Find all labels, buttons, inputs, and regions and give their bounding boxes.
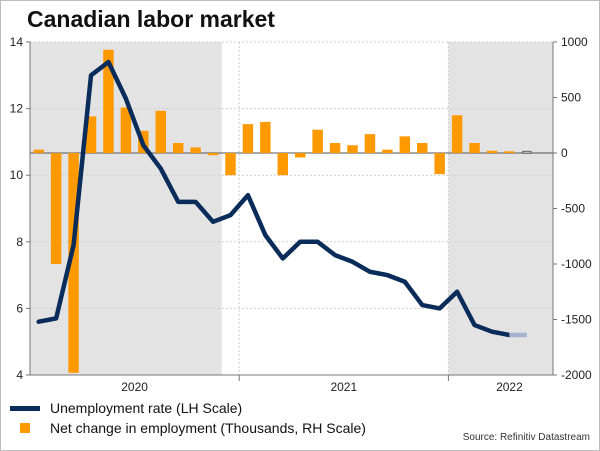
employment-bar <box>225 153 236 176</box>
legend-item-employment: Net change in employment (Thousands, RH … <box>10 418 366 438</box>
bar-layer <box>33 49 532 373</box>
left-tick-label: 8 <box>16 235 23 249</box>
employment-bar <box>68 153 79 373</box>
employment-bar <box>33 149 44 153</box>
x-tick-label: 2021 <box>330 380 357 394</box>
legend: Unemployment rate (LH Scale) Net change … <box>10 398 366 438</box>
x-tick-label: 2020 <box>121 380 148 394</box>
legend-label-employment: Net change in employment (Thousands, RH … <box>50 420 366 436</box>
left-tick-label: 6 <box>16 301 23 315</box>
legend-bar-swatch <box>20 423 30 433</box>
right-tick-label: -500 <box>561 202 585 216</box>
employment-bar <box>155 110 166 153</box>
employment-bar <box>486 150 498 153</box>
employment-bar <box>85 116 97 153</box>
employment-bar <box>451 115 463 153</box>
right-tick-label: 1000 <box>561 35 588 49</box>
employment-bar <box>312 129 323 153</box>
right-tick-label: -2000 <box>561 368 592 382</box>
x-tick-label: 2022 <box>496 380 523 394</box>
employment-bar <box>207 153 219 156</box>
employment-bar <box>190 147 201 153</box>
legend-label-unemployment: Unemployment rate (LH Scale) <box>50 400 243 416</box>
employment-bar <box>294 153 306 158</box>
chart-title: Canadian labor market <box>27 6 275 32</box>
employment-bar <box>399 136 411 153</box>
legend-item-unemployment: Unemployment rate (LH Scale) <box>10 398 366 418</box>
employment-bar <box>382 149 393 153</box>
right-tick-label: -1500 <box>561 313 592 327</box>
employment-bar <box>434 153 445 175</box>
employment-bar <box>103 49 114 153</box>
employment-bar-latest <box>522 150 532 154</box>
line-layer <box>36 59 527 338</box>
employment-bar <box>120 107 132 153</box>
right-tick-label: -1000 <box>561 257 592 271</box>
left-tick-label: 4 <box>16 368 23 382</box>
employment-bar <box>260 121 271 153</box>
left-tick-label: 14 <box>10 35 24 49</box>
employment-bar <box>172 143 184 153</box>
unemployment-line <box>36 59 512 338</box>
employment-bar <box>504 151 515 153</box>
employment-bar <box>469 143 480 153</box>
employment-bar <box>417 143 428 153</box>
right-tick-label: 500 <box>561 91 581 105</box>
employment-bar <box>277 153 289 176</box>
employment-bar <box>347 145 358 153</box>
shaded-period-1 <box>448 42 553 375</box>
employment-bar <box>50 153 62 264</box>
left-tick-label: 10 <box>10 168 24 182</box>
legend-line-swatch <box>10 405 40 411</box>
right-tick-label: 0 <box>561 146 568 160</box>
employment-bar <box>242 124 254 153</box>
left-tick-label: 12 <box>10 102 24 116</box>
employment-bar <box>329 143 341 153</box>
source-note: Source: Refinitiv Datastream <box>462 432 590 443</box>
employment-bar <box>364 134 376 153</box>
axis-layer: 14 12 10 8 6 4 1000 500 0 -500 -1000 -1500 -2000 2020… <box>10 35 592 394</box>
